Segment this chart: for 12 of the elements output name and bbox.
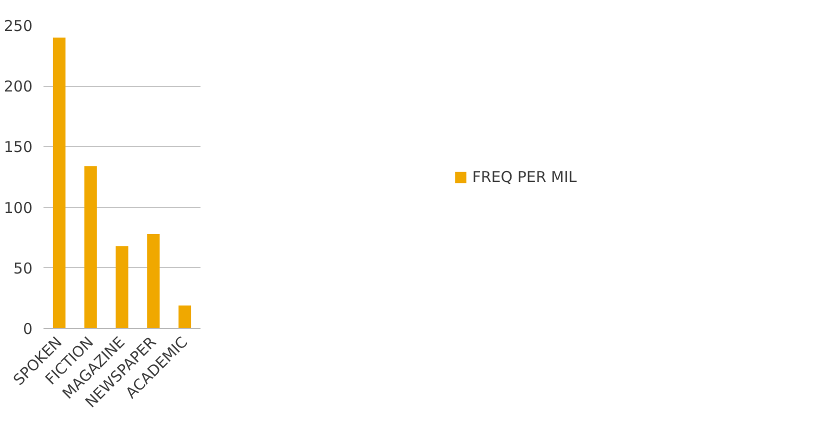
y-tick-label: 50 <box>13 259 33 278</box>
y-tick-label: 0 <box>22 320 33 338</box>
y-tick-label: 100 <box>4 198 33 217</box>
bar <box>84 166 97 328</box>
legend-label: FREQ PER MIL <box>472 168 577 186</box>
y-tick-label: 200 <box>4 78 33 96</box>
y-tick-label: 250 <box>4 17 33 35</box>
bar <box>178 305 192 328</box>
bar <box>116 246 128 328</box>
y-tick-label: 150 <box>4 138 33 156</box>
bar <box>52 38 66 328</box>
bar <box>147 234 160 328</box>
